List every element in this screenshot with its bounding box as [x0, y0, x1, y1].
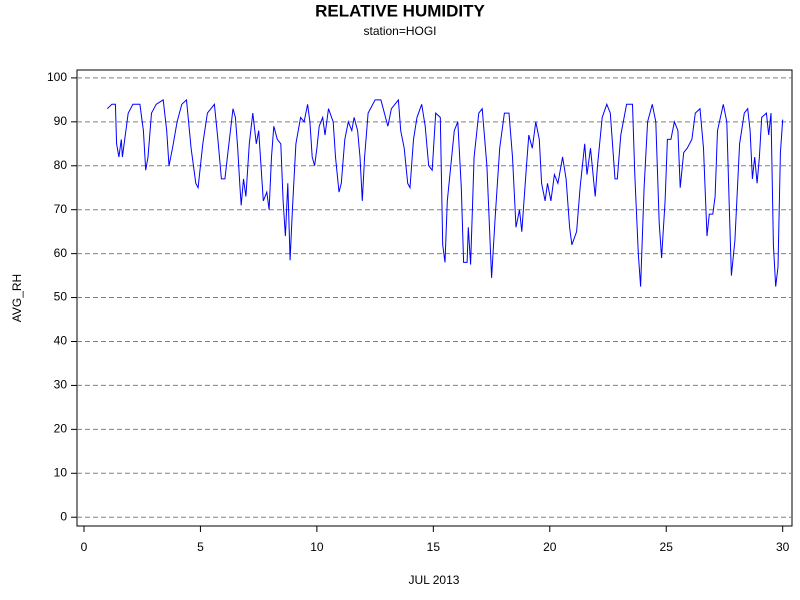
- chart-title: RELATIVE HUMIDITY: [315, 1, 485, 20]
- chart-subtitle: station=HOGI: [363, 24, 436, 38]
- x-axis-label: JUL 2013: [409, 573, 460, 587]
- x-tick-label: 20: [543, 540, 557, 554]
- x-tick-label: 0: [81, 540, 88, 554]
- y-tick-label: 70: [54, 202, 68, 216]
- y-tick-label: 0: [60, 509, 67, 523]
- y-tick-label: 20: [54, 422, 68, 436]
- y-tick-label: 100: [47, 70, 67, 84]
- x-tick-label: 15: [427, 540, 441, 554]
- y-tick-label: 30: [54, 378, 68, 392]
- x-tick-label: 5: [197, 540, 204, 554]
- x-tick-label: 25: [660, 540, 674, 554]
- data-line: [106, 98, 784, 287]
- y-tick-label: 50: [54, 290, 68, 304]
- x-tick-label: 30: [776, 540, 790, 554]
- y-tick-label: 80: [54, 158, 68, 172]
- x-tick-label: 10: [310, 540, 324, 554]
- y-tick-label: 90: [54, 114, 68, 128]
- y-tick-label: 10: [54, 465, 68, 479]
- y-tick-label: 60: [54, 246, 68, 260]
- y-tick-label: 40: [54, 334, 68, 348]
- y-axis-label: AVG_RH: [10, 274, 24, 322]
